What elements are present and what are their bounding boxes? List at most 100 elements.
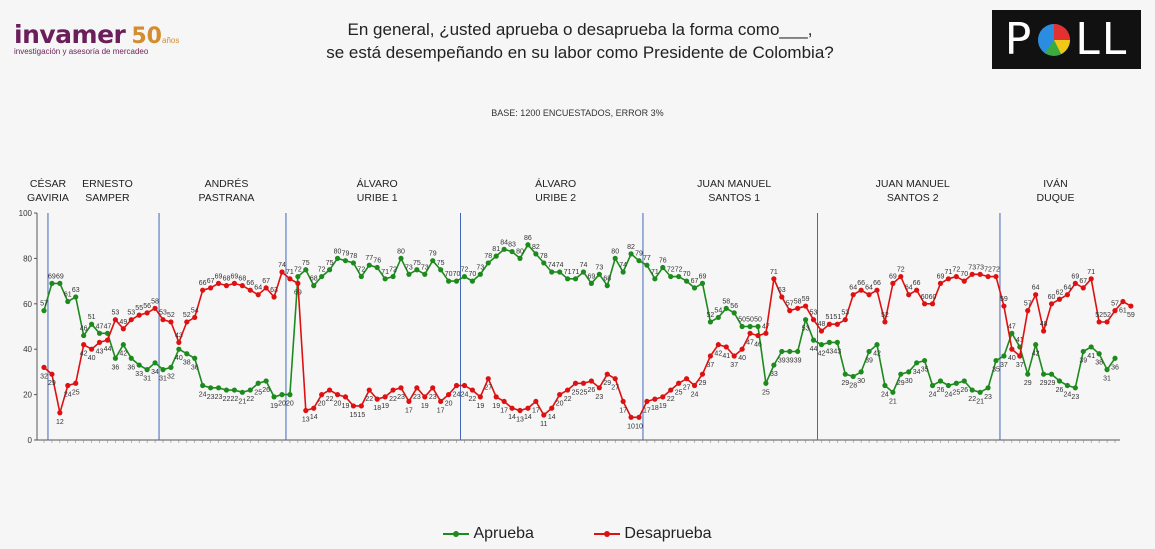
data-point-aprueba (89, 321, 95, 327)
data-label-aprueba: 83 (508, 242, 516, 249)
data-label-aprueba: 21 (889, 398, 897, 405)
data-label-desaprueba: 23 (397, 394, 405, 401)
data-label-desaprueba: 71 (286, 269, 294, 276)
data-label-aprueba: 73 (476, 264, 484, 271)
data-label-desaprueba: 53 (112, 310, 120, 317)
y-tick-label: 20 (23, 391, 32, 400)
data-label-aprueba: 52 (707, 312, 715, 319)
data-point-aprueba (1104, 367, 1110, 373)
data-label-desaprueba: 66 (199, 280, 207, 287)
data-label-aprueba: 80 (397, 248, 405, 255)
data-label-aprueba: 81 (492, 246, 500, 253)
data-point-aprueba (699, 280, 706, 286)
data-label-aprueba: 29 (1048, 380, 1056, 387)
data-label-desaprueba: 48 (1040, 321, 1048, 328)
data-label-aprueba: 72 (318, 267, 326, 274)
data-point-desaprueba (366, 387, 372, 393)
data-point-desaprueba (628, 414, 634, 420)
data-point-desaprueba (1064, 292, 1070, 298)
data-point-desaprueba (644, 398, 650, 405)
data-label-aprueba: 23 (207, 394, 215, 401)
data-point-aprueba (438, 267, 444, 273)
data-label-desaprueba: 52 (1095, 312, 1103, 319)
data-point-desaprueba (144, 310, 150, 316)
data-label-desaprueba: 71 (945, 269, 953, 276)
data-point-desaprueba (525, 405, 531, 411)
data-label-aprueba: 29 (1024, 380, 1032, 387)
data-point-desaprueba (723, 344, 729, 350)
poll-logo-p: P (1004, 14, 1034, 65)
data-point-desaprueba (438, 398, 444, 405)
data-label-desaprueba: 66 (857, 280, 865, 287)
period-label-line-1: ERNESTO (82, 178, 133, 190)
data-point-desaprueba (334, 392, 341, 398)
data-label-desaprueba: 53 (159, 310, 167, 317)
data-point-desaprueba (287, 276, 293, 282)
data-point-desaprueba (842, 317, 848, 323)
data-point-aprueba (469, 278, 475, 284)
data-point-desaprueba (755, 332, 761, 339)
data-point-desaprueba (223, 283, 230, 289)
data-point-aprueba (295, 273, 301, 280)
chart-title: En general, ¿usted aprueba o desaprueba … (240, 18, 920, 64)
data-point-desaprueba (882, 319, 888, 325)
data-label-aprueba: 35 (921, 367, 929, 374)
data-point-desaprueba (1009, 346, 1015, 352)
data-label-aprueba: 73 (405, 264, 413, 271)
data-point-desaprueba (469, 387, 475, 393)
data-point-desaprueba (41, 364, 47, 370)
data-point-aprueba (723, 305, 729, 311)
data-label-aprueba: 30 (905, 378, 913, 385)
data-label-aprueba: 69 (699, 273, 707, 280)
data-label-aprueba: 41 (1016, 337, 1024, 344)
data-label-aprueba: 74 (619, 262, 627, 269)
data-label-aprueba: 72 (294, 267, 302, 274)
data-label-aprueba: 56 (730, 303, 738, 310)
data-label-desaprueba: 55 (135, 305, 143, 312)
data-point-aprueba (898, 371, 904, 377)
data-point-aprueba (572, 276, 579, 282)
data-label-aprueba: 37 (1000, 362, 1008, 369)
data-label-aprueba: 68 (603, 276, 611, 283)
data-label-aprueba: 39 (794, 357, 802, 364)
data-label-desaprueba: 25 (580, 389, 588, 396)
period-label-line-2: SANTOS 1 (708, 192, 760, 204)
data-point-aprueba (200, 382, 206, 389)
data-label-aprueba: 42 (873, 351, 881, 358)
data-label-aprueba: 68 (310, 276, 318, 283)
data-label-desaprueba: 37 (730, 362, 738, 369)
data-point-aprueba (1088, 344, 1094, 350)
data-label-desaprueba: 19 (659, 403, 667, 410)
data-label-aprueba: 31 (143, 376, 151, 383)
data-label-desaprueba: 24 (691, 392, 699, 399)
data-point-aprueba (271, 394, 277, 400)
data-point-aprueba (588, 280, 595, 286)
data-point-desaprueba (477, 394, 483, 400)
data-point-aprueba (668, 273, 674, 280)
data-label-aprueba: 38 (1095, 360, 1103, 367)
data-point-aprueba (803, 317, 809, 323)
data-label-desaprueba: 29 (603, 380, 611, 387)
data-label-aprueba: 50 (738, 317, 746, 324)
data-point-desaprueba (509, 405, 515, 411)
data-label-desaprueba: 22 (365, 396, 373, 403)
data-label-desaprueba: 67 (207, 278, 215, 285)
data-point-desaprueba (1041, 328, 1047, 334)
data-point-desaprueba (580, 380, 587, 386)
data-label-desaprueba: 73 (968, 264, 976, 271)
data-label-desaprueba: 48 (818, 321, 826, 328)
data-label-aprueba: 25 (254, 389, 262, 396)
data-label-desaprueba: 43 (96, 348, 104, 355)
data-point-aprueba (160, 367, 166, 373)
data-label-aprueba: 34 (913, 369, 921, 376)
data-label-aprueba: 69 (588, 273, 596, 280)
data-point-aprueba (961, 378, 967, 384)
data-label-desaprueba: 22 (564, 396, 572, 403)
data-label-aprueba: 42 (1032, 351, 1040, 358)
data-label-desaprueba: 20 (445, 401, 453, 408)
data-point-aprueba (223, 387, 230, 393)
data-point-desaprueba (739, 346, 745, 352)
data-label-aprueba: 42 (818, 351, 826, 358)
data-point-desaprueba (557, 392, 563, 398)
